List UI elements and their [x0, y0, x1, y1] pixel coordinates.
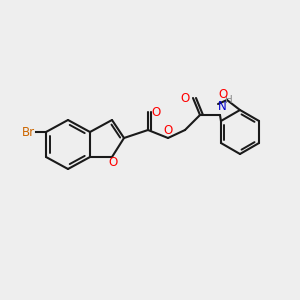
Text: O: O — [180, 92, 190, 104]
Text: O: O — [108, 157, 118, 169]
Text: H: H — [225, 95, 233, 105]
Text: N: N — [218, 100, 226, 112]
Text: Br: Br — [21, 125, 34, 139]
Text: O: O — [164, 124, 172, 137]
Text: O: O — [218, 88, 228, 100]
Text: O: O — [152, 106, 160, 118]
